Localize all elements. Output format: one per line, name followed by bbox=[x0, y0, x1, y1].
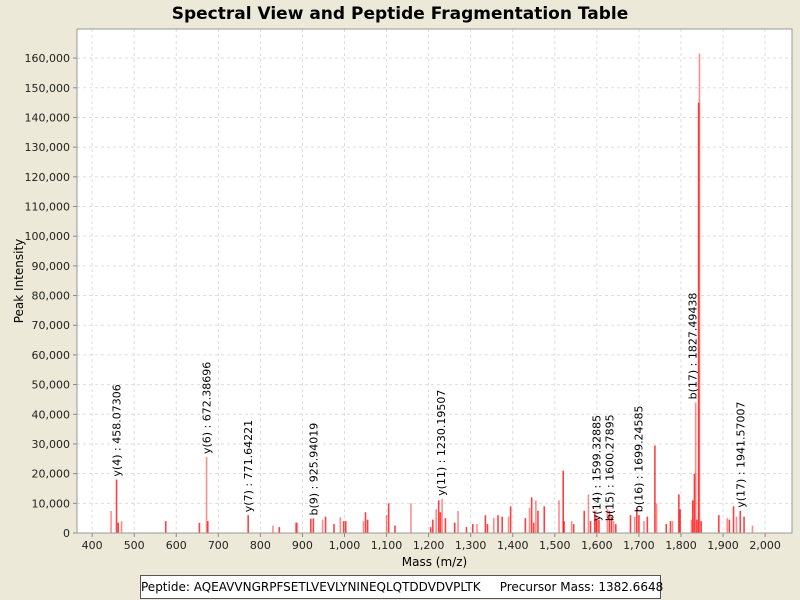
y-tick-label: 70,000 bbox=[32, 319, 71, 332]
x-tick-label: 900 bbox=[292, 539, 313, 552]
y-axis-label: Peak Intensity bbox=[12, 239, 26, 324]
x-tick-label: 1,200 bbox=[413, 539, 445, 552]
y-tick-label: 30,000 bbox=[32, 438, 71, 451]
x-tick-label: 400 bbox=[82, 539, 103, 552]
x-tick-label: 1,500 bbox=[539, 539, 571, 552]
peak-annotation: y(14) : 1599.32885 bbox=[590, 415, 603, 521]
x-tick-label: 1,600 bbox=[581, 539, 613, 552]
y-tick-label: 150,000 bbox=[25, 82, 71, 95]
peptide-legend: Peptide: AQEAVVNGRPFSETLVEVLYNINEQLQTDDV… bbox=[140, 575, 664, 599]
x-tick-label: 1,800 bbox=[665, 539, 697, 552]
y-tick-label: 10,000 bbox=[32, 497, 71, 510]
x-tick-label: 1,900 bbox=[707, 539, 739, 552]
peak-annotation: y(6) : 672.38696 bbox=[201, 362, 214, 454]
x-tick-label: 800 bbox=[250, 539, 271, 552]
x-tick-label: 1,000 bbox=[329, 539, 361, 552]
x-tick-label: 1,100 bbox=[371, 539, 403, 552]
x-tick-label: 700 bbox=[208, 539, 229, 552]
y-tick-label: 100,000 bbox=[25, 230, 71, 243]
chart-title: Spectral View and Peptide Fragmentation … bbox=[171, 4, 629, 24]
y-tick-label: 50,000 bbox=[32, 379, 71, 392]
peak-annotation: b(17) : 1827.49438 bbox=[686, 293, 699, 400]
x-axis-label: Mass (m/z) bbox=[402, 555, 467, 569]
plot-border bbox=[76, 28, 793, 534]
peak-annotation: y(17) : 1941.57007 bbox=[734, 401, 747, 507]
x-tick-label: 1,700 bbox=[623, 539, 655, 552]
y-tick-label: 160,000 bbox=[25, 52, 71, 65]
peak-annotation: y(4) : 458.07306 bbox=[111, 384, 124, 476]
x-tick-label: 600 bbox=[166, 539, 187, 552]
peak-annotation: b(9) : 925.94019 bbox=[307, 423, 320, 516]
peak-annotation: y(7) : 771.64221 bbox=[242, 420, 255, 512]
y-tick-label: 130,000 bbox=[25, 141, 71, 154]
y-tick-label: 120,000 bbox=[25, 171, 71, 184]
plot-area bbox=[77, 29, 792, 533]
x-tick-label: 2,000 bbox=[749, 539, 781, 552]
y-tick-label: 110,000 bbox=[25, 200, 71, 213]
peptide-sequence: Peptide: AQEAVVNGRPFSETLVEVLYNINEQLQTDDV… bbox=[141, 580, 481, 594]
peak-annotation: b(15) : 1600.27895 bbox=[603, 414, 616, 521]
y-tick-label: 40,000 bbox=[32, 408, 71, 421]
y-tick-label: 20,000 bbox=[32, 468, 71, 481]
peak-annotation: y(11) : 1230.19507 bbox=[435, 390, 448, 496]
y-tick-label: 60,000 bbox=[32, 349, 71, 362]
x-tick-label: 500 bbox=[124, 539, 145, 552]
y-tick-label: 0 bbox=[63, 527, 70, 540]
x-tick-label: 1,300 bbox=[455, 539, 487, 552]
peak-annotation: b(16) : 1699.24585 bbox=[632, 405, 645, 512]
x-tick-label: 1,400 bbox=[497, 539, 529, 552]
y-tick-label: 80,000 bbox=[32, 290, 71, 303]
y-tick-label: 90,000 bbox=[32, 260, 71, 273]
precursor-mass: Precursor Mass: 1382.6648 bbox=[499, 580, 664, 594]
y-tick-label: 140,000 bbox=[25, 111, 71, 124]
